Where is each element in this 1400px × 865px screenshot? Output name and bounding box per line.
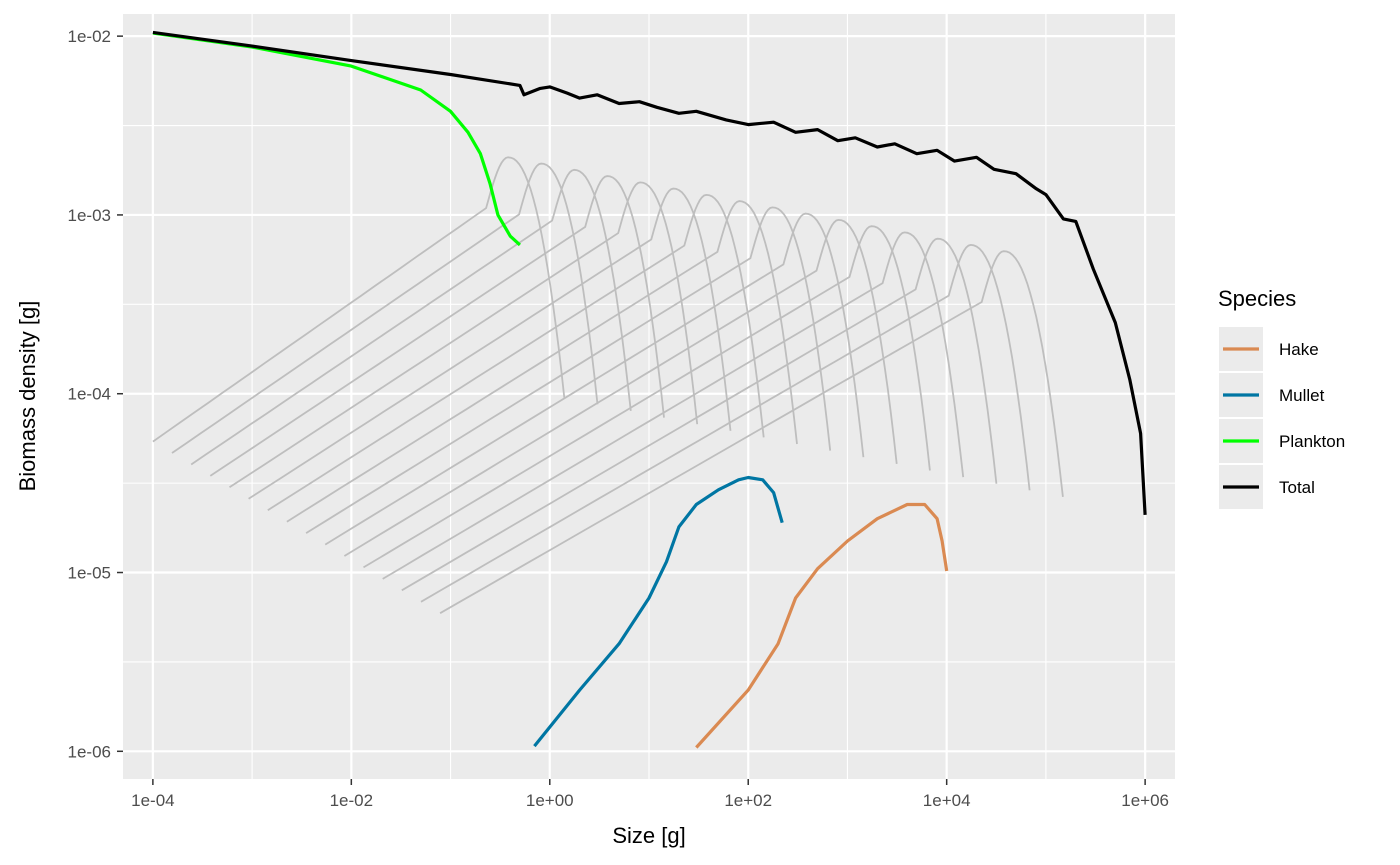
background-curve	[190, 168, 632, 466]
legend-label: Hake	[1279, 340, 1319, 359]
x-tick-label: 1e-02	[330, 791, 373, 810]
legend: Species Hake Mullet Plankton Total	[1218, 286, 1345, 509]
x-axis-title: Size [g]	[612, 823, 685, 848]
background-curve	[324, 212, 865, 546]
background-curve	[248, 187, 732, 500]
x-tick-label: 1e+06	[1121, 791, 1169, 810]
x-tick-label: 1e+02	[724, 791, 772, 810]
x-tick-label: 1e-04	[131, 791, 174, 810]
background-curve	[305, 206, 832, 534]
legend-title: Species	[1218, 286, 1296, 311]
series-line-total	[152, 30, 1147, 515]
y-tick-label: 1e-06	[68, 742, 111, 761]
background-species-curves	[152, 156, 1064, 614]
background-curve	[209, 175, 665, 477]
legend-label: Total	[1279, 478, 1315, 497]
background-curve	[171, 162, 599, 454]
y-tick-label: 1e-02	[68, 27, 111, 46]
y-tick-label: 1e-03	[68, 206, 111, 225]
series-line-mullet	[533, 475, 784, 748]
series-line-hake	[695, 502, 949, 749]
x-tick-label: 1e+04	[923, 791, 971, 810]
background-curve	[229, 181, 699, 489]
background-curve	[401, 237, 998, 592]
background-curve	[382, 231, 965, 580]
y-axis: 1e-06 1e-05 1e-04 1e-03 1e-02	[68, 27, 123, 761]
y-tick-label: 1e-04	[68, 385, 111, 404]
x-axis: 1e-04 1e-02 1e+00 1e+02 1e+04 1e+06	[131, 779, 1169, 810]
y-tick-label: 1e-05	[68, 564, 111, 583]
series-line-plankton	[152, 31, 521, 247]
background-curve	[439, 250, 1064, 614]
background-curve	[286, 200, 798, 523]
legend-label: Mullet	[1279, 386, 1325, 405]
background-curve	[363, 225, 931, 569]
legend-label: Plankton	[1279, 432, 1345, 451]
grid-major	[123, 14, 1175, 779]
background-curve	[267, 193, 765, 511]
background-curve	[343, 218, 898, 557]
series-layer	[152, 30, 1147, 749]
y-axis-title: Biomass density [g]	[15, 301, 40, 492]
x-tick-label: 1e+00	[526, 791, 574, 810]
background-curve	[420, 243, 1031, 603]
background-curve	[152, 156, 566, 443]
